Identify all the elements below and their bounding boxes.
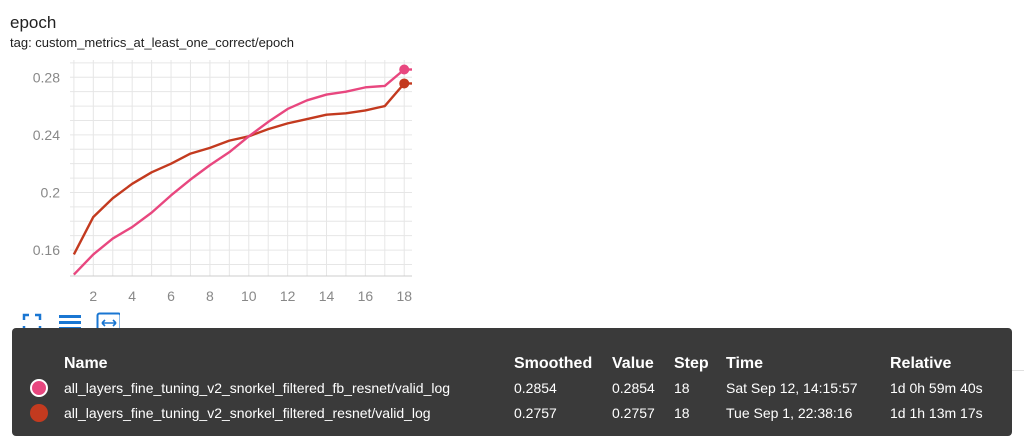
header-name: Name — [64, 355, 108, 372]
series-end-point[interactable] — [399, 78, 410, 89]
x-tick-label: 16 — [358, 288, 374, 304]
line-chart[interactable]: 2 4 6 8 10 12 14 16 18 0.16 0.2 0.24 0.28 — [0, 0, 1024, 310]
divider — [1012, 370, 1024, 371]
chart-title: epoch — [10, 13, 57, 32]
fullscreen-button[interactable] — [20, 312, 44, 334]
row-step: 18 — [674, 405, 690, 421]
row-step: 18 — [674, 380, 690, 396]
x-tick-label: 2 — [89, 288, 97, 304]
row-smoothed: 0.2854 — [514, 380, 557, 396]
series-swatch-fb-resnet — [30, 379, 48, 397]
y-tick-label: 0.28 — [33, 69, 60, 85]
header-value: Value — [612, 355, 654, 372]
y-tick-label: 0.16 — [33, 242, 60, 258]
row-name: all_layers_fine_tuning_v2_snorkel_filter… — [64, 380, 451, 396]
grid — [70, 60, 412, 276]
axes: 2 4 6 8 10 12 14 16 18 0.16 0.2 0.24 0.28 — [33, 69, 412, 304]
tooltip-row: all_layers_fine_tuning_v2_snorkel_filter… — [12, 401, 1012, 425]
x-tick-label: 12 — [280, 288, 296, 304]
row-smoothed: 0.2757 — [514, 405, 557, 421]
header-step: Step — [674, 355, 709, 372]
y-tick-label: 0.24 — [33, 127, 60, 143]
row-relative: 1d 0h 59m 40s — [890, 380, 983, 396]
data-tooltip: Name Smoothed Value Step Time Relative a… — [12, 328, 1012, 436]
row-value: 0.2854 — [612, 380, 655, 396]
series-layer — [72, 64, 412, 276]
series-line — [72, 82, 406, 255]
header-relative: Relative — [890, 355, 952, 372]
header-time: Time — [726, 355, 764, 372]
y-tick-label: 0.2 — [41, 184, 61, 200]
x-tick-label: 6 — [167, 288, 175, 304]
row-value: 0.2757 — [612, 405, 655, 421]
x-tick-label: 10 — [241, 288, 257, 304]
tooltip-row: all_layers_fine_tuning_v2_snorkel_filter… — [12, 376, 1012, 400]
tooltip-header-row: Name Smoothed Value Step Time Relative — [12, 352, 1012, 376]
row-relative: 1d 1h 13m 17s — [890, 405, 983, 421]
row-time: Sat Sep 12, 14:15:57 — [726, 380, 858, 396]
row-time: Tue Sep 1, 22:38:16 — [726, 405, 853, 421]
row-name: all_layers_fine_tuning_v2_snorkel_filter… — [64, 405, 431, 421]
x-tick-label: 18 — [396, 288, 412, 304]
x-tick-label: 14 — [319, 288, 335, 304]
x-tick-label: 4 — [128, 288, 136, 304]
series-swatch-resnet — [30, 404, 48, 422]
header-smoothed: Smoothed — [514, 355, 593, 372]
fullscreen-icon — [22, 313, 42, 333]
x-tick-label: 8 — [206, 288, 214, 304]
chart-tag: tag: custom_metrics_at_least_one_correct… — [10, 35, 294, 50]
series-end-point[interactable] — [399, 64, 410, 75]
series-line — [73, 68, 406, 276]
